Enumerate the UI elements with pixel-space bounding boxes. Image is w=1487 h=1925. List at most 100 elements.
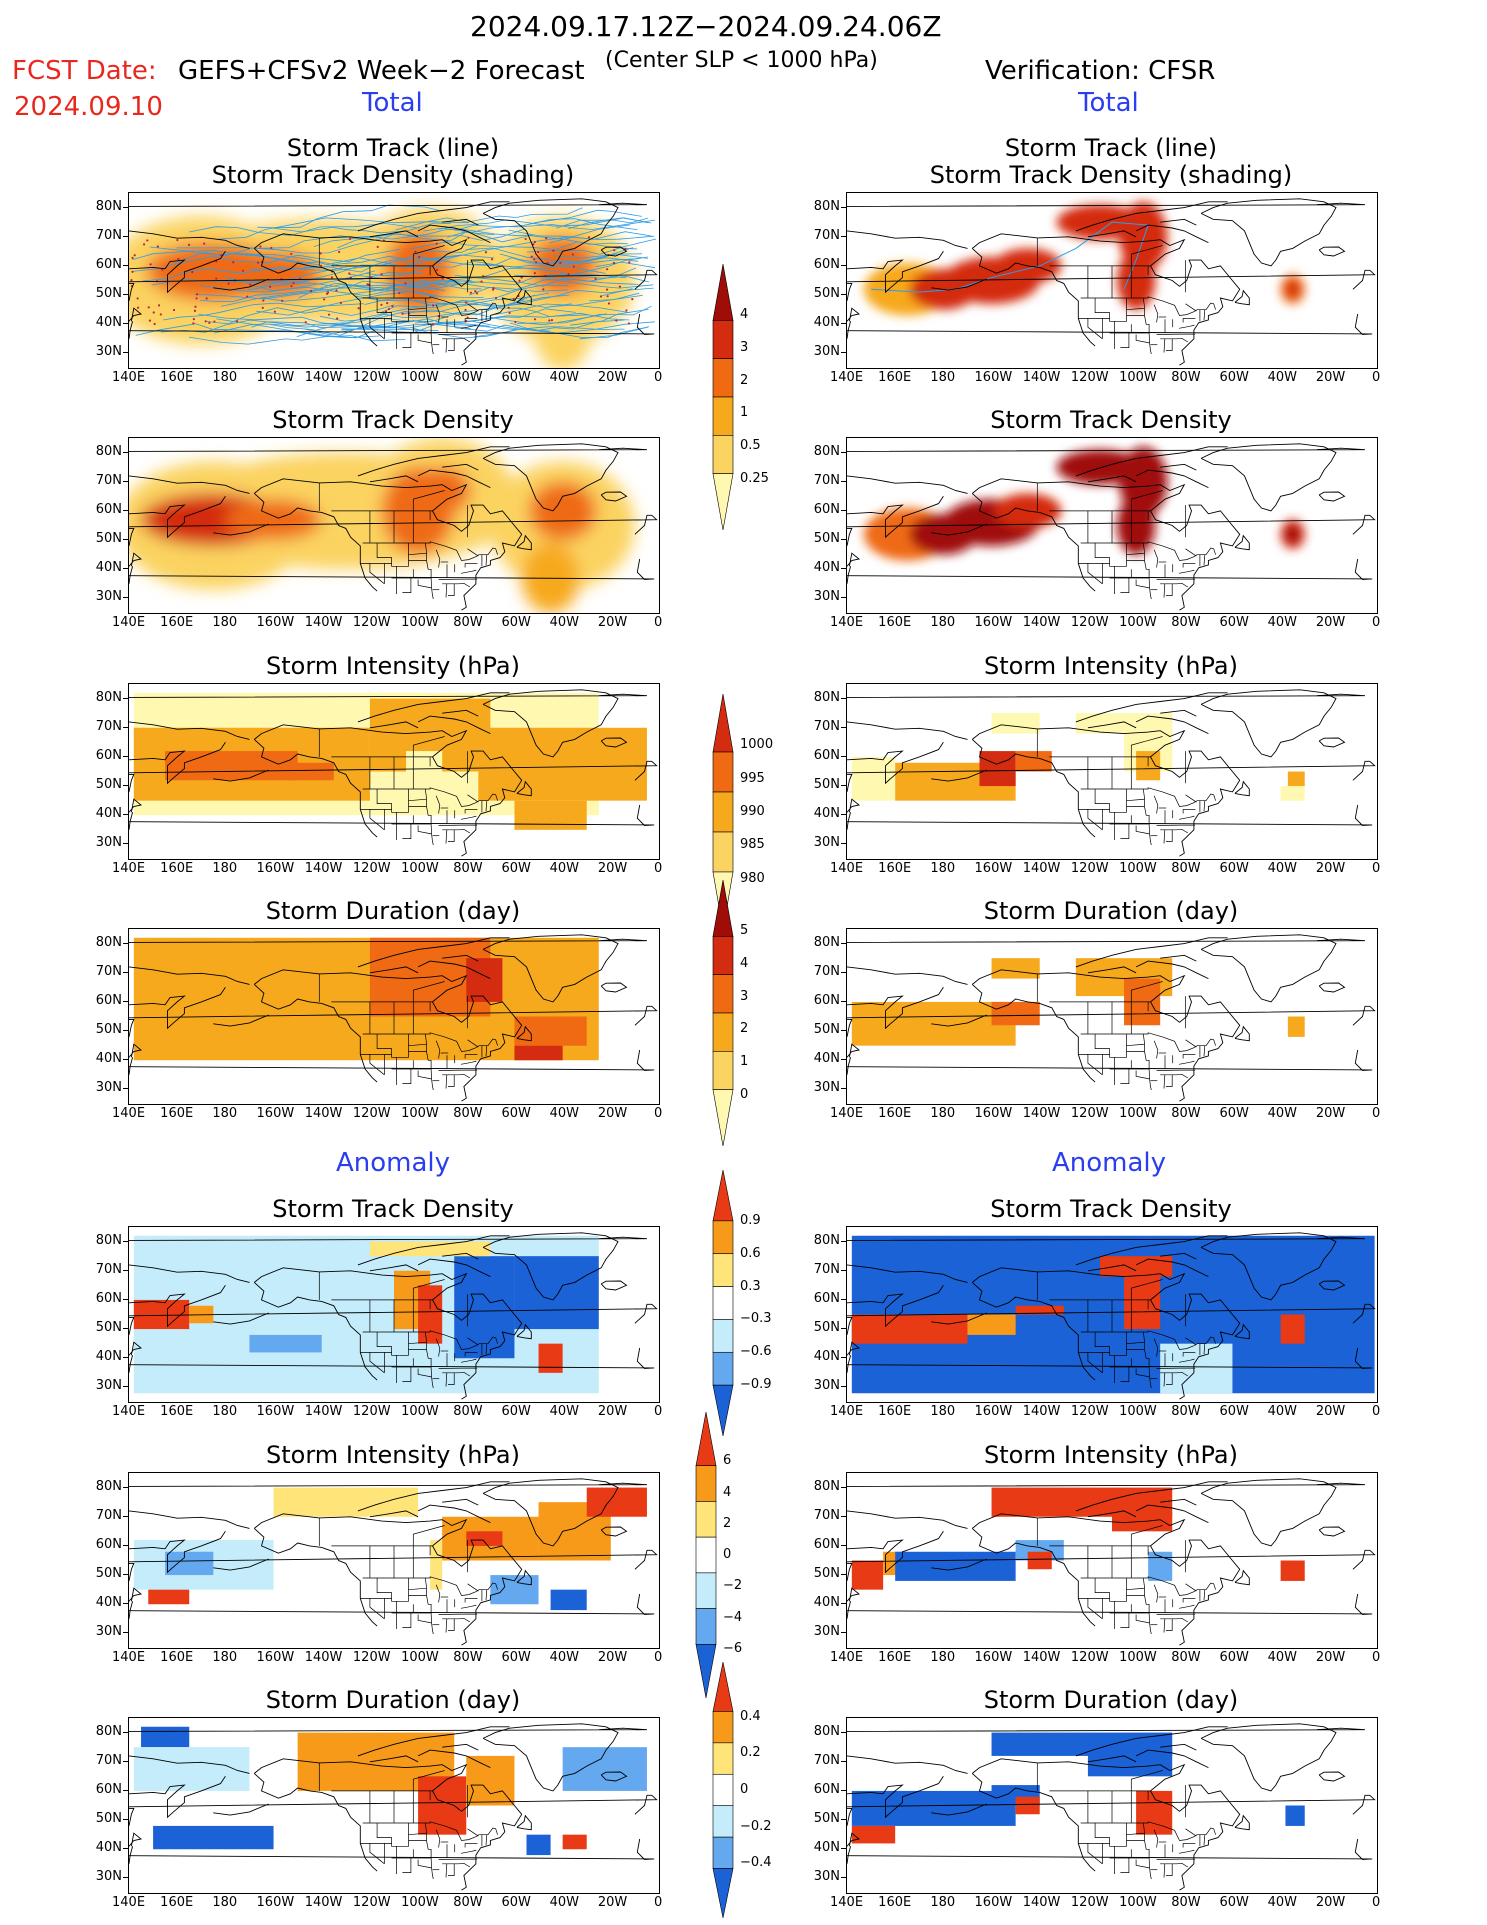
lon-label: 40W (1267, 370, 1298, 385)
lon-label: 20W (1315, 615, 1346, 630)
lat-label: 60N (813, 256, 840, 272)
lat-label: 30N (95, 1080, 122, 1096)
lon-label: 160W (256, 1650, 295, 1665)
anom-duration-colorbar-label: −0.2 (740, 1818, 772, 1834)
obs-density-panel-title: Storm Track Density (990, 406, 1232, 434)
lon-label: 180 (212, 1106, 238, 1121)
lon-label: 60W (501, 861, 531, 876)
lat-label: 40N (813, 560, 840, 576)
anom-density-colorbar-label: 0.6 (740, 1245, 761, 1261)
anom-intensity-colorbar-label: 4 (723, 1484, 732, 1500)
lat-label: 40N (95, 1051, 122, 1067)
lat-label: 80N (813, 934, 840, 950)
lon-label: 100W (1119, 1650, 1157, 1665)
lon-label: 40W (549, 1106, 580, 1121)
lat-label: 60N (95, 992, 122, 1008)
lon-label: 60W (501, 1106, 531, 1121)
lon-label: 0 (654, 1404, 663, 1419)
lon-label: 100W (1119, 1895, 1157, 1910)
fcst-date-value: 2024.09.10 (14, 92, 163, 122)
lat-label: 70N (813, 1507, 840, 1523)
lon-label: 20W (1315, 370, 1346, 385)
lon-label: 60W (1219, 370, 1249, 385)
section-anomaly-left: Anomaly (336, 1148, 451, 1178)
lon-label: 60W (501, 1404, 531, 1419)
lon-label: 140W (304, 615, 343, 630)
lon-label: 160E (160, 1404, 194, 1419)
total-duration-colorbar-label: 2 (740, 1021, 749, 1037)
lat-label: 30N (95, 1624, 122, 1640)
lon-label: 160W (256, 615, 295, 630)
lon-label: 140E (830, 1106, 864, 1121)
lon-label: 120W (352, 615, 391, 630)
lon-label: 120W (1070, 1404, 1109, 1419)
lon-label: 160E (160, 615, 194, 630)
anom-duration-colorbar-label: −0.4 (740, 1855, 772, 1871)
lon-label: 160E (878, 1895, 912, 1910)
lat-label: 60N (95, 256, 122, 272)
lon-label: 60W (1219, 1650, 1249, 1665)
lon-label: 140E (112, 1404, 146, 1419)
lon-label: 140W (304, 1106, 343, 1121)
lon-label: 0 (654, 370, 663, 385)
lon-label: 80W (1171, 861, 1201, 876)
lon-label: 100W (401, 370, 439, 385)
obs-duration-panel (846, 928, 1378, 1105)
lon-label: 160W (974, 615, 1013, 630)
fcst-density-panel (128, 437, 660, 614)
lat-label: 40N (813, 806, 840, 822)
lat-label: 30N (813, 589, 840, 605)
lon-label: 120W (1070, 1895, 1109, 1910)
lat-label: 40N (813, 315, 840, 331)
fcst-anom-intensity-panel (128, 1472, 660, 1649)
fcst-intensity-panel-title: Storm Intensity (hPa) (266, 652, 520, 680)
fcst-duration-panel (128, 928, 660, 1105)
lon-label: 160W (974, 370, 1013, 385)
anom-density-colorbar-label: 0.3 (740, 1278, 761, 1294)
lon-label: 140W (304, 861, 343, 876)
lon-label: 160E (878, 370, 912, 385)
lat-label: 70N (95, 227, 122, 243)
lon-label: 140E (112, 1895, 146, 1910)
lat-label: 50N (813, 531, 840, 547)
lon-label: 140W (1022, 1404, 1061, 1419)
lat-label: 30N (95, 344, 122, 360)
lon-label: 20W (597, 615, 628, 630)
lat-label: 40N (813, 1051, 840, 1067)
lon-label: 120W (352, 1404, 391, 1419)
total-duration-colorbar-label: 1 (740, 1054, 749, 1070)
total-intensity-colorbar-label: 1000 (740, 737, 774, 753)
lon-label: 180 (212, 1650, 238, 1665)
lat-label: 80N (813, 1232, 840, 1248)
total-duration-colorbar-label: 4 (740, 955, 749, 971)
lon-label: 60W (501, 1895, 531, 1910)
lon-label: 40W (549, 1895, 580, 1910)
lon-label: 60W (501, 615, 531, 630)
lon-label: 40W (1267, 1650, 1298, 1665)
lat-label: 40N (813, 1349, 840, 1365)
forecast-title: GEFS+CFSv2 Week−2 Forecast (178, 56, 585, 86)
total-intensity-colorbar-label: 995 (740, 770, 765, 786)
fcst-anom-density-panel (128, 1226, 660, 1403)
anom-intensity-colorbar (693, 1410, 753, 1700)
lat-label: 80N (95, 1723, 122, 1739)
lat-label: 70N (95, 1507, 122, 1523)
obs-track-line-panel-title-2: Storm Track Density (shading) (929, 161, 1293, 189)
lat-label: 30N (813, 835, 840, 851)
lon-label: 160E (878, 1650, 912, 1665)
lon-label: 80W (1171, 615, 1201, 630)
lat-label: 60N (813, 501, 840, 517)
lon-label: 40W (549, 370, 580, 385)
total-density-colorbar-label: 4 (740, 306, 749, 322)
section-total-right: Total (1078, 88, 1139, 118)
lat-label: 40N (95, 1349, 122, 1365)
lon-label: 20W (1315, 1650, 1346, 1665)
lon-label: 160E (878, 1106, 912, 1121)
lat-label: 80N (813, 1478, 840, 1494)
total-duration-colorbar (710, 878, 770, 1148)
lon-label: 120W (352, 1895, 391, 1910)
lon-label: 160E (878, 1404, 912, 1419)
lon-label: 180 (212, 861, 238, 876)
lat-label: 80N (95, 689, 122, 705)
lat-label: 40N (95, 560, 122, 576)
